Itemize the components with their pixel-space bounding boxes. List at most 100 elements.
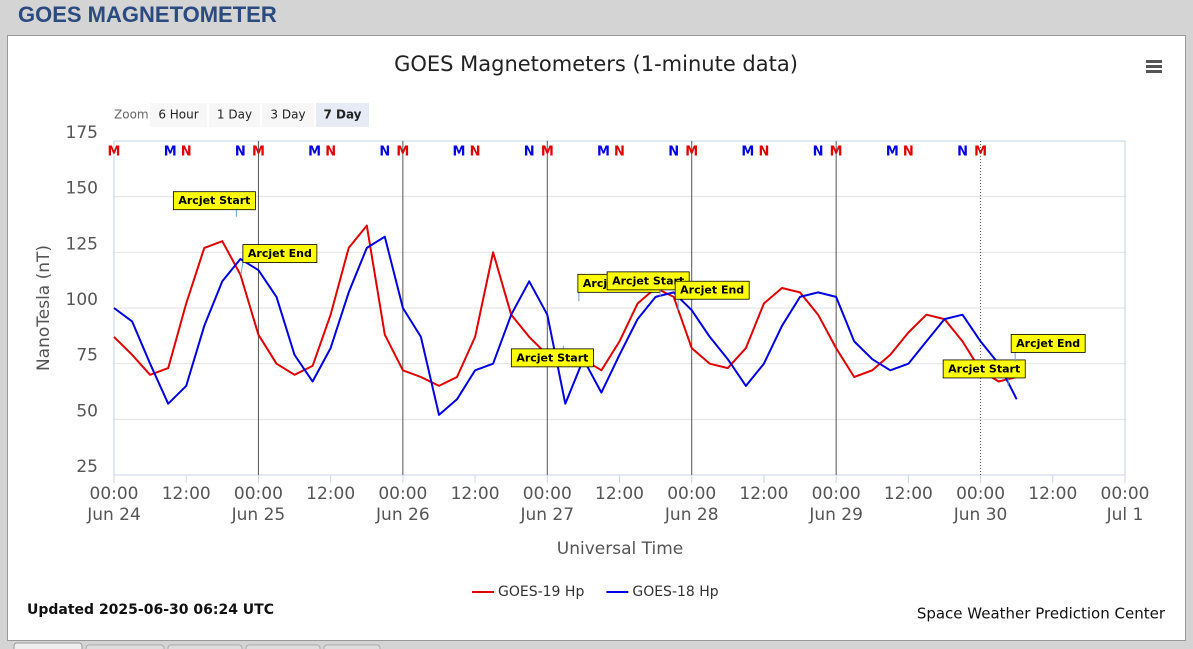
zoom-button-label[interactable]: 7 Day: [323, 108, 361, 122]
x-tick-label: 12:00: [595, 484, 644, 504]
x-tick-label: 12:00: [884, 484, 933, 504]
zoom-button-label[interactable]: 1 Day: [217, 108, 252, 122]
midnight-noon-marker: M: [830, 145, 843, 160]
x-date-label: Jun 26: [375, 505, 430, 525]
menu-bar: [1146, 70, 1162, 73]
annotation-label: Arcjet End: [680, 284, 744, 297]
midnight-noon-marker: N: [325, 145, 336, 160]
midnight-noon-marker: N: [668, 145, 679, 160]
midnight-noon-marker: N: [379, 145, 390, 160]
zoom-button-label[interactable]: 6 Hour: [158, 108, 198, 122]
x-date-label: Jun 30: [953, 505, 1008, 525]
annotation-box: [242, 244, 318, 264]
y-tick-label: 125: [66, 234, 98, 254]
y-axis-title: NanoTesla (nT): [34, 245, 54, 371]
midnight-noon-marker: M: [541, 145, 554, 160]
x-tick-label: 00:00: [1101, 484, 1150, 504]
zoom-button[interactable]: [316, 103, 369, 127]
midnight-noon-marker: N: [903, 145, 914, 160]
annotation-pointer: [240, 262, 244, 275]
page-title: GOES MAGNETOMETER: [18, 2, 277, 27]
midnight-noon-marker: N: [235, 145, 246, 160]
tab: [85, 644, 165, 649]
zoom-button-label[interactable]: 3 Day: [270, 108, 305, 122]
menu-bar: [1146, 60, 1162, 63]
annotation-box: [172, 191, 256, 211]
midnight-noon-marker: M: [252, 145, 265, 160]
annotation-box: [510, 348, 594, 368]
annotation: Arcjet End: [1010, 334, 1086, 362]
midnight-noon-marker: N: [470, 145, 481, 160]
annotation-label: Arcjet Start: [612, 274, 684, 287]
midnight-noon-marker: M: [396, 145, 409, 160]
x-date-label: Jun 25: [231, 505, 286, 525]
annotation-label: Arcjet Start: [178, 194, 250, 207]
midnight-noon-marker: M: [108, 145, 121, 160]
x-tick-label: 12:00: [739, 484, 788, 504]
midnight-noon-marker: N: [813, 145, 824, 160]
zoom-button[interactable]: [150, 103, 207, 127]
legend-label[interactable]: GOES-18 Hp: [632, 584, 718, 600]
x-tick-label: 12:00: [451, 484, 500, 504]
midnight-noon-marker: N: [614, 145, 625, 160]
midnight-noon-marker: M: [597, 145, 610, 160]
x-tick-label: 00:00: [956, 484, 1005, 504]
midnight-noon-marker: N: [524, 145, 535, 160]
x-tick-label: 00:00: [667, 484, 716, 504]
annotation: Arcjet Start: [510, 345, 594, 368]
x-date-label: Jun 28: [664, 505, 719, 525]
annotation-box: [1010, 334, 1086, 353]
credit: Space Weather Prediction Center: [917, 605, 1166, 623]
chart-title: GOES Magnetometers (1-minute data): [394, 52, 798, 76]
x-tick-label: 12:00: [162, 484, 211, 504]
midnight-noon-marker: M: [308, 145, 321, 160]
midnight-noon-marker: N: [758, 145, 769, 160]
y-tick-label: 150: [66, 179, 98, 199]
zoom-button[interactable]: [209, 103, 260, 127]
x-date-label: Jun 27: [519, 505, 574, 525]
x-tick-label: 12:00: [1028, 484, 1077, 504]
midnight-noon-marker: M: [453, 145, 466, 160]
x-date-label: Jul 1: [1106, 505, 1144, 525]
midnight-noon-marker: N: [957, 145, 968, 160]
updated-note: Updated 2025-06-30 06:24 UTC: [27, 602, 274, 618]
midnight-noon-marker: M: [886, 145, 899, 160]
y-tick-label: 25: [76, 457, 98, 477]
x-date-label: Jun 24: [86, 505, 141, 525]
x-date-label: Jun 29: [808, 505, 863, 525]
x-tick-label: 00:00: [523, 484, 572, 504]
x-tick-label: 00:00: [90, 484, 139, 504]
tab: [167, 644, 243, 649]
x-tick-label: 00:00: [812, 484, 861, 504]
series-line: [113, 235, 1018, 416]
midnight-noon-marker: M: [974, 145, 987, 160]
zoom-label: Zoom: [114, 108, 149, 122]
annotation-box: [674, 280, 750, 300]
legend-label[interactable]: GOES-19 Hp: [498, 584, 584, 600]
annotation-label: Arcjet End: [1016, 337, 1080, 350]
chart-panel: [7, 35, 1186, 641]
y-tick-label: 50: [76, 401, 98, 421]
midnight-noon-marker: M: [685, 145, 698, 160]
annotation: Arcjet Start: [942, 359, 1026, 386]
midnight-noon-marker: M: [164, 145, 177, 160]
menu-button[interactable]: [1146, 60, 1162, 73]
annotation-label: Arcjet Start: [516, 351, 588, 364]
midnight-noon-marker: N: [181, 145, 192, 160]
x-tick-label: 00:00: [234, 484, 283, 504]
annotation: Arcjet Start: [606, 271, 690, 297]
y-tick-label: 75: [76, 346, 98, 366]
x-tick-label: 12:00: [306, 484, 355, 504]
tab: [13, 642, 83, 649]
x-tick-label: 00:00: [378, 484, 427, 504]
x-axis-title: Universal Time: [557, 539, 683, 559]
annotation-label: Arcjet Start: [948, 362, 1020, 375]
tab: [323, 644, 381, 649]
midnight-noon-marker: M: [741, 145, 754, 160]
zoom-button[interactable]: [262, 103, 314, 127]
menu-bar: [1146, 65, 1162, 68]
tab: [245, 644, 321, 649]
bottom-tabs: [13, 642, 381, 649]
